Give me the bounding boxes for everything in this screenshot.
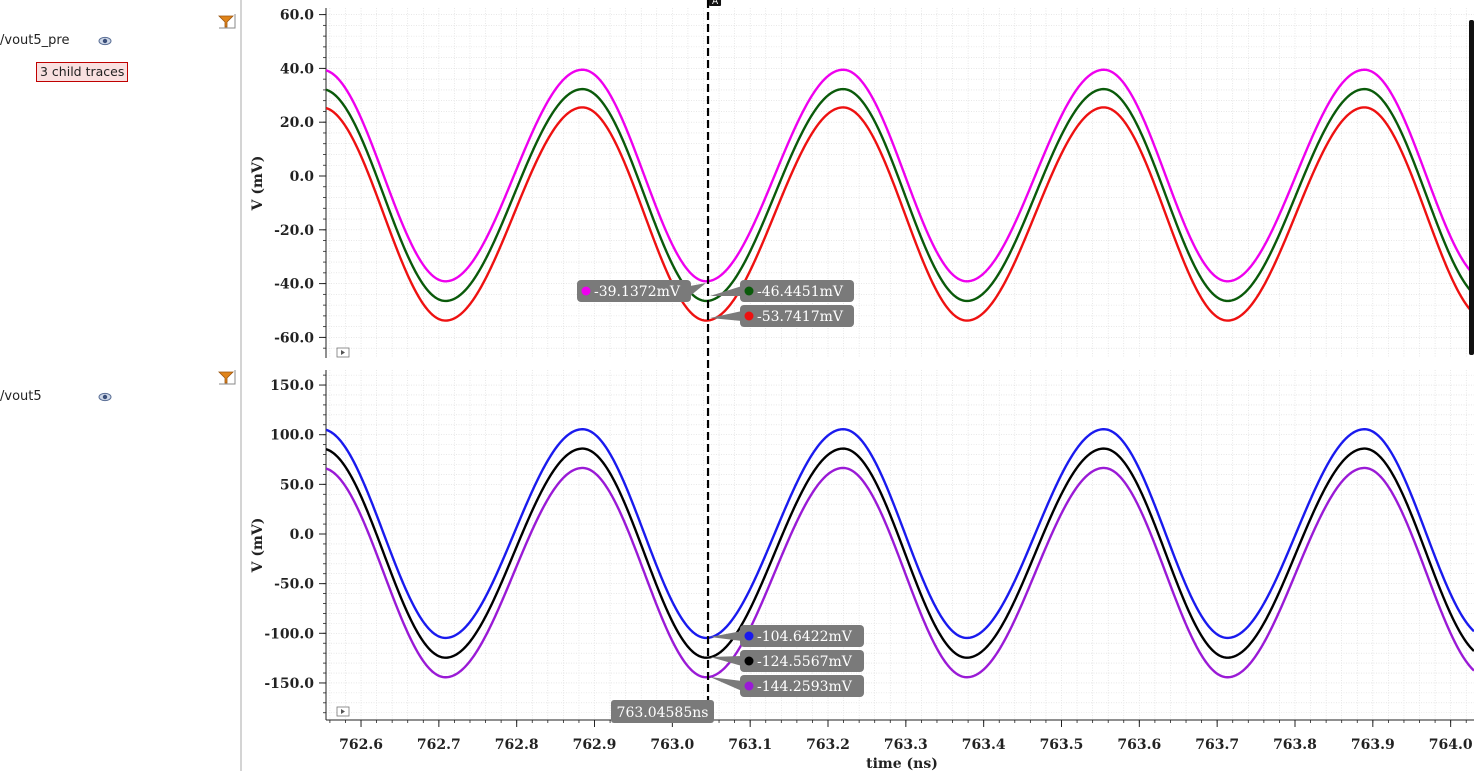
x-tick-label: 762.7	[417, 737, 461, 753]
x-tick-label: 762.9	[573, 737, 617, 753]
grid	[326, 8, 1474, 358]
series-line-1	[326, 68, 1474, 283]
x-tick-label: 763.3	[884, 737, 928, 753]
y-tick-label: -100.0	[264, 626, 314, 642]
chart-panel-1: 60.0 40.0 20.0 0.0 -20.0 -40.0 -60.0 V (mV)	[250, 8, 1474, 358]
y-axis-label: V (mV)	[250, 518, 266, 574]
y-tick-label: 50.0	[280, 477, 314, 493]
filter-icon[interactable]	[216, 369, 238, 385]
x-tick-label: 763.9	[1351, 737, 1395, 753]
y-axis-label: V (mV)	[250, 156, 266, 212]
play-marker-icon	[336, 347, 350, 358]
cursor-value-callout: -53.7417mV	[710, 305, 854, 327]
series-dot	[581, 286, 591, 296]
eye-icon[interactable]	[98, 36, 112, 46]
series-line-3	[326, 106, 1474, 322]
y-tick-label: 150.0	[270, 378, 314, 394]
y-tick-label: 40.0	[280, 61, 314, 77]
x-tick-label: 762.6	[339, 737, 383, 753]
cursor-value-text: -104.6422mV	[757, 629, 853, 645]
series-dot	[744, 656, 754, 666]
y-tick-label: -60.0	[274, 330, 314, 346]
grid	[326, 370, 1474, 720]
y-tick-label: 60.0	[280, 8, 314, 24]
y-tick-label: -150.0	[264, 676, 314, 692]
series-line-3	[326, 466, 1474, 679]
y-tick-label: 0.0	[290, 169, 315, 185]
x-tick-label: 763.4	[962, 737, 1006, 753]
trace-name-vout5[interactable]: /vout5	[0, 389, 42, 404]
cursor-marker-label: A	[712, 0, 719, 7]
cursor-value-text: -39.1372mV	[594, 284, 681, 300]
series-line-2	[326, 87, 1474, 303]
eye-icon[interactable]	[98, 392, 112, 402]
y-tick-label: 100.0	[270, 428, 314, 444]
trace-list-panel: /vout5_pre 3 child traces /vout5	[0, 0, 242, 771]
cursor-marker[interactable]: A	[709, 0, 722, 7]
x-tick-label: 762.8	[495, 737, 539, 753]
y-tick-label: -50.0	[274, 577, 314, 593]
y-tick-label: -40.0	[274, 277, 314, 293]
trace-name-vout5-pre[interactable]: /vout5_pre	[0, 33, 70, 48]
cursor-time-label: 763.04585ns	[611, 700, 714, 723]
vertical-scrollbar[interactable]	[1469, 20, 1474, 355]
cursor-value-callout: -144.2593mV	[710, 675, 864, 697]
x-tick-label: 763.7	[1195, 737, 1239, 753]
cursor-value-callout: -46.4451mV	[710, 280, 854, 302]
chart-panel-2: 150.0 100.0 50.0 0.0 -50.0 -100.0 -150.0 V (mV)	[250, 370, 1474, 720]
series-dot	[744, 681, 754, 691]
y-tick-label: 20.0	[280, 115, 314, 131]
filter-icon[interactable]	[216, 13, 238, 29]
y-tick-label: 0.0	[290, 527, 315, 543]
x-axis-label: time (ns)	[866, 756, 938, 771]
x-tick-label: 764.0	[1429, 737, 1473, 753]
x-tick-label: 763.2	[806, 737, 850, 753]
play-marker-icon	[336, 706, 350, 717]
cursor-value-callout: -39.1372mV	[577, 280, 707, 302]
y-tick-label: -20.0	[274, 223, 314, 239]
series-dot	[744, 311, 754, 321]
cursor-value-text: -53.7417mV	[757, 309, 844, 325]
series-dot	[744, 631, 754, 641]
cursor-value-text: -124.5567mV	[757, 654, 853, 670]
x-tick-label: 763.6	[1117, 737, 1161, 753]
series-dot	[744, 286, 754, 296]
series-line-2	[326, 447, 1474, 659]
series-line-1	[326, 428, 1474, 640]
child-traces-badge[interactable]: 3 child traces	[36, 62, 129, 82]
x-tick-label: 763.8	[1273, 737, 1317, 753]
x-tick-label: 763.5	[1040, 737, 1084, 753]
cursor-value-text: -144.2593mV	[757, 679, 853, 695]
cursor-value-callout: -104.6422mV	[710, 625, 864, 647]
cursor-time-text: 763.04585ns	[617, 705, 709, 721]
series-group	[326, 428, 1474, 679]
x-tick-label: 763.1	[728, 737, 772, 753]
x-tick-label: 763.0	[650, 737, 694, 753]
cursor-value-callout: -124.5567mV	[710, 650, 864, 672]
cursor-value-text: -46.4451mV	[757, 284, 844, 300]
series-group	[326, 68, 1474, 322]
